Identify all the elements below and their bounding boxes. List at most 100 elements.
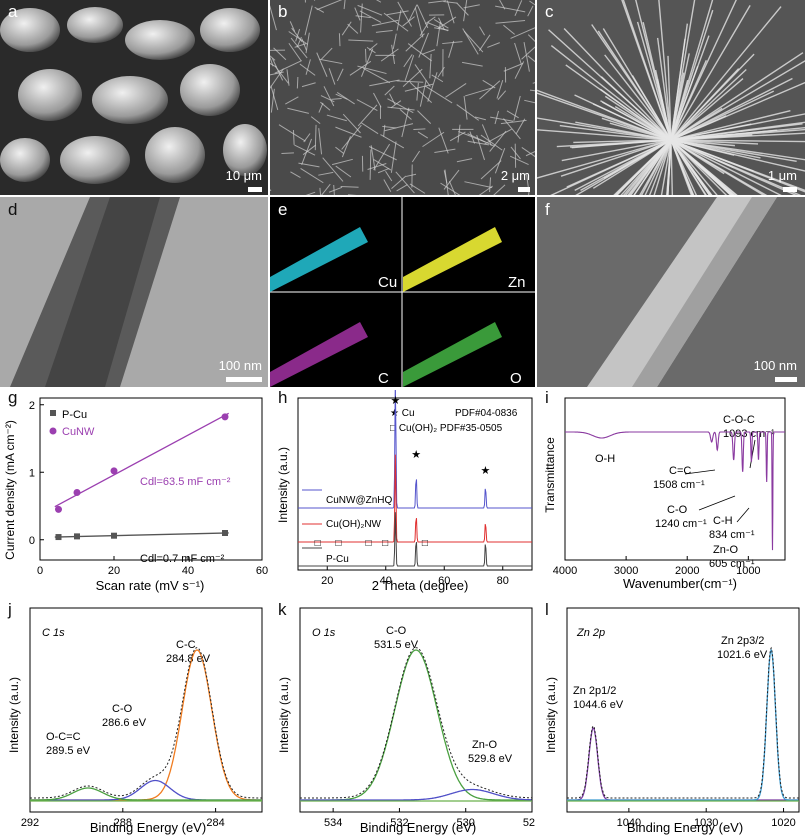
l-ylabel: Intensity (a.u.) [544,677,558,753]
x-tick-label: 528 [523,817,535,829]
k-title: O 1s [312,627,336,639]
panel-label-a: a [8,2,18,21]
i-co: C-O [667,504,688,516]
xps-peak-fit [30,787,262,801]
y-tick-label: 1 [29,467,35,479]
xps-peak-fit [300,788,532,801]
scale-text-a: 10 μm [225,168,262,183]
i-zno-wn: 605 cm⁻¹ [709,558,755,570]
g-ylabel: Current density (mA cm⁻²) [3,420,17,560]
h-cu-legend: ★ Cu [390,408,415,419]
g-legend-cunw: CuNW [62,426,95,438]
k-label-co-ev: 531.5 eV [374,639,419,651]
data-point-cunw [110,467,118,475]
fit-line-cunw [54,412,230,508]
x-tick-label: 2000 [675,565,699,577]
cuoh2-peak-marker: □ [315,538,321,549]
y-tick-label: 2 [29,400,35,412]
map-label-zn: Zn [508,274,526,291]
chart-k: Intensity (a.u.) Binding Energy (eV) O 1… [277,607,535,835]
i-ch-wn: 834 cm⁻¹ [709,529,755,541]
x-tick-label: 532 [390,817,408,829]
eds-panel-e [270,197,535,387]
scale-bar-d: 100 nm [200,358,262,382]
legend-marker [49,427,57,435]
cuoh2-peak-marker: □ [365,538,371,549]
h-ylabel: Intensity (a.u.) [276,447,290,523]
x-tick-label: 40 [380,575,392,587]
cu-peak-marker: ★ [411,449,421,461]
g-fit-cunw: Cdl=63.5 mF cm⁻² [140,476,231,488]
k-label-co: C-O [386,625,407,637]
k-label-zno-ev: 529.8 eV [468,753,513,765]
panel-label-b: b [278,2,288,21]
j-label-cc-ev: 284.8 eV [166,653,211,665]
map-label-cu: Cu [378,274,398,291]
l-label-p12: Zn 2p1/2 [573,685,616,697]
k-label-zno: Zn-O [472,739,498,751]
plot-frame [564,397,786,561]
sem-panel-a [0,0,268,195]
scale-text-d: 100 nm [218,358,262,373]
x-tick-label: 1040 [617,817,641,829]
h-series-label-cuoh2nw: Cu(OH)₂NW [326,519,382,530]
x-tick-label: 292 [21,817,39,829]
panel-label-i: i [545,388,549,407]
g-legend-pcu: P-Cu [62,409,87,421]
i-zno: Zn-O [713,544,739,556]
scale-text-b: 2 μm [500,168,530,183]
panel-label-j: j [8,600,12,619]
panel-label-f: f [545,200,550,219]
panel-label-e: e [278,200,288,219]
cuoh2-peak-marker: □ [335,538,341,549]
x-tick-label: 1000 [736,565,760,577]
g-xlabel: Scan rate (mV s⁻¹) [96,578,205,593]
panel-label-d: d [8,200,18,219]
scale-text-f: 100 nm [753,358,797,373]
x-tick-label: 288 [114,817,132,829]
xrd-trace [298,512,532,567]
cu-peak-marker: ★ [481,465,491,477]
l-label-p32-ev: 1021.6 eV [717,649,768,661]
h-xlabel: 2 Theta (degree) [372,578,469,593]
i-coc: C-O-C [723,414,755,426]
j-label-cc: C-C [176,639,196,651]
map-label-o: O [510,370,522,387]
l-xlabel: Binding Energy (eV) [627,820,743,835]
h-series-label-pcu: P-Cu [326,554,349,565]
x-tick-label: 40 [182,565,194,577]
x-tick-label: 60 [256,565,268,577]
xps-peak-fit [567,648,799,801]
legend-marker [50,410,56,416]
plot-frame [39,397,263,561]
j-label-co: C-O [112,703,133,715]
j-label-occ: O-C=C [46,731,81,743]
i-cc-wn: 1508 cm⁻¹ [653,479,705,491]
data-point-p-cu [111,532,117,539]
plot-frame [299,607,533,813]
i-oh: O-H [595,453,615,465]
plot-frame [29,607,263,813]
l-label-p12-ev: 1044.6 eV [573,699,624,711]
data-point-p-cu [74,533,80,540]
panel-label-c: c [545,2,554,21]
sem-panel-b [270,0,535,195]
y-tick-label: 0 [29,535,35,547]
sem-panel-f [537,197,805,387]
x-tick-label: 1030 [694,817,718,829]
xps-raw-data [30,647,262,799]
panel-label-k: k [278,600,287,619]
sem-panel-c [537,0,805,195]
panel-label-h: h [278,388,288,407]
l-label-p32: Zn 2p3/2 [721,635,764,647]
j-xlabel: Binding Energy (eV) [90,820,206,835]
x-tick-label: 534 [324,817,342,829]
k-ylabel: Intensity (a.u.) [277,677,291,753]
plot-frame [297,397,533,571]
x-tick-label: 60 [438,575,450,587]
fit-line-p-cu [54,532,229,538]
i-xlabel: Wavenumber(cm⁻¹) [623,576,737,591]
x-tick-label: 3000 [614,565,638,577]
ftir-trace [565,431,785,551]
cu-peak-marker: ★ [390,395,400,407]
